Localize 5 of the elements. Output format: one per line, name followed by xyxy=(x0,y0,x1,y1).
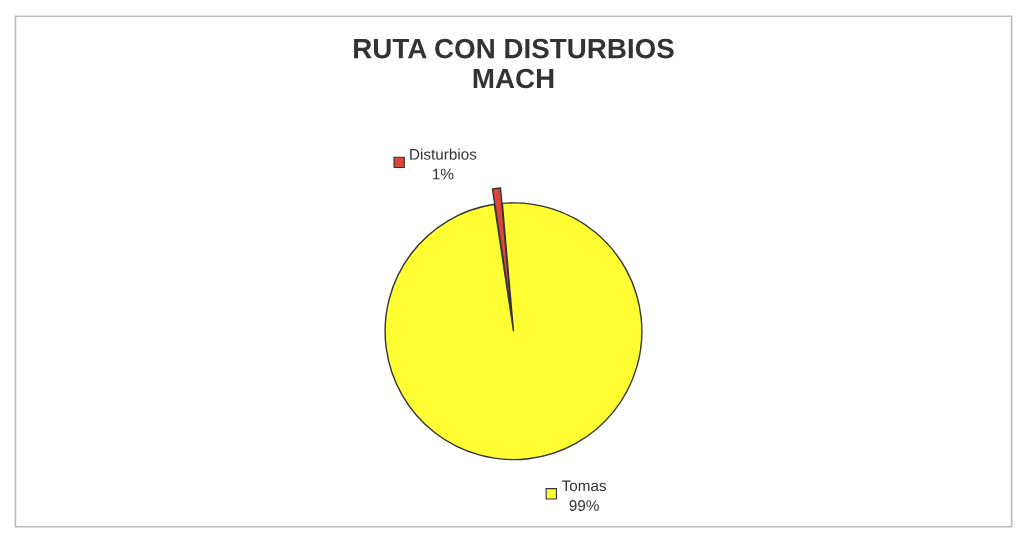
legend-label: Tomas xyxy=(561,480,607,492)
data-label: 99% xyxy=(569,500,599,511)
chart-title: RUTA CON DISTURBIOS MACH xyxy=(354,38,674,89)
data-label: 1% xyxy=(433,168,454,180)
legend-label: Disturbios xyxy=(410,148,477,160)
